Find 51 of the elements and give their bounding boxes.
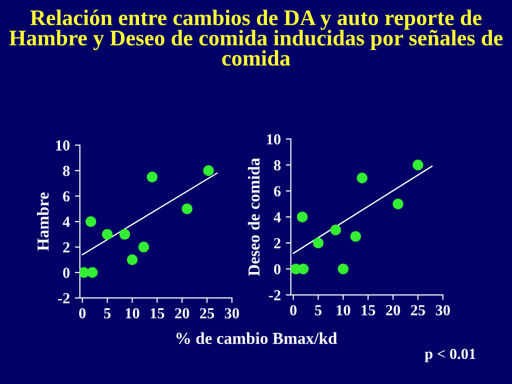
y-tick-label: 0 [63, 268, 70, 278]
y-tick-label: 8 [274, 160, 281, 170]
x-axis-title: % de cambio Bmax/kd [176, 332, 338, 344]
point [356, 172, 368, 184]
point [338, 264, 349, 274]
point [102, 228, 113, 240]
x-tick-label: 10 [336, 305, 350, 316]
x-tick-label: 25 [410, 305, 426, 316]
y-tick-label: -2 [58, 293, 70, 304]
x-tick-label: 20 [386, 305, 400, 316]
point [392, 198, 404, 210]
y-axis-title: Deseo de comida [248, 158, 260, 276]
point [86, 267, 98, 278]
x-tick-label: 10 [126, 308, 140, 318]
x-tick-label: 30 [436, 305, 450, 316]
x-tick-label: 25 [200, 308, 214, 318]
y-tick-label: 2 [63, 242, 70, 252]
x-tick-label: 0 [290, 305, 297, 316]
x-tick-label: 30 [224, 308, 239, 318]
x-tick-label: 15 [362, 305, 376, 316]
point [203, 165, 214, 176]
point [126, 254, 138, 266]
y-tick-label: 4 [62, 216, 70, 227]
point [80, 267, 90, 278]
point [296, 212, 308, 222]
x-tick-label: 20 [175, 308, 190, 318]
point [119, 228, 130, 240]
y-tick-label: 8 [63, 166, 70, 176]
y-tick-label: 6 [63, 191, 70, 202]
chart-title: Relación entre cambios de DA y auto reporte de Hambre y Deseo de comida inducidas por señales de comida [9, 10, 503, 66]
point [182, 203, 192, 214]
point [312, 238, 324, 248]
point [412, 160, 424, 170]
y-tick-label: 2 [274, 238, 280, 248]
point [138, 242, 150, 252]
y-axis-title: Hambre [36, 192, 49, 251]
x-tick-label: 0 [79, 308, 86, 318]
point [146, 172, 158, 182]
x-tick-label: 5 [315, 305, 322, 316]
y-tick-label: -2 [268, 290, 280, 300]
point [350, 231, 361, 242]
y-tick-label: 10 [267, 134, 281, 144]
x-tick-label: 5 [104, 308, 111, 318]
point [330, 224, 342, 236]
y-tick-label: 10 [56, 140, 70, 151]
text: p < 0.01 [424, 348, 476, 362]
x-tick-label: 15 [150, 308, 164, 318]
y-tick-label: 6 [274, 186, 281, 196]
y-tick-label: 0 [274, 264, 281, 274]
y-tick-label: 4 [274, 212, 281, 222]
point [85, 216, 96, 227]
